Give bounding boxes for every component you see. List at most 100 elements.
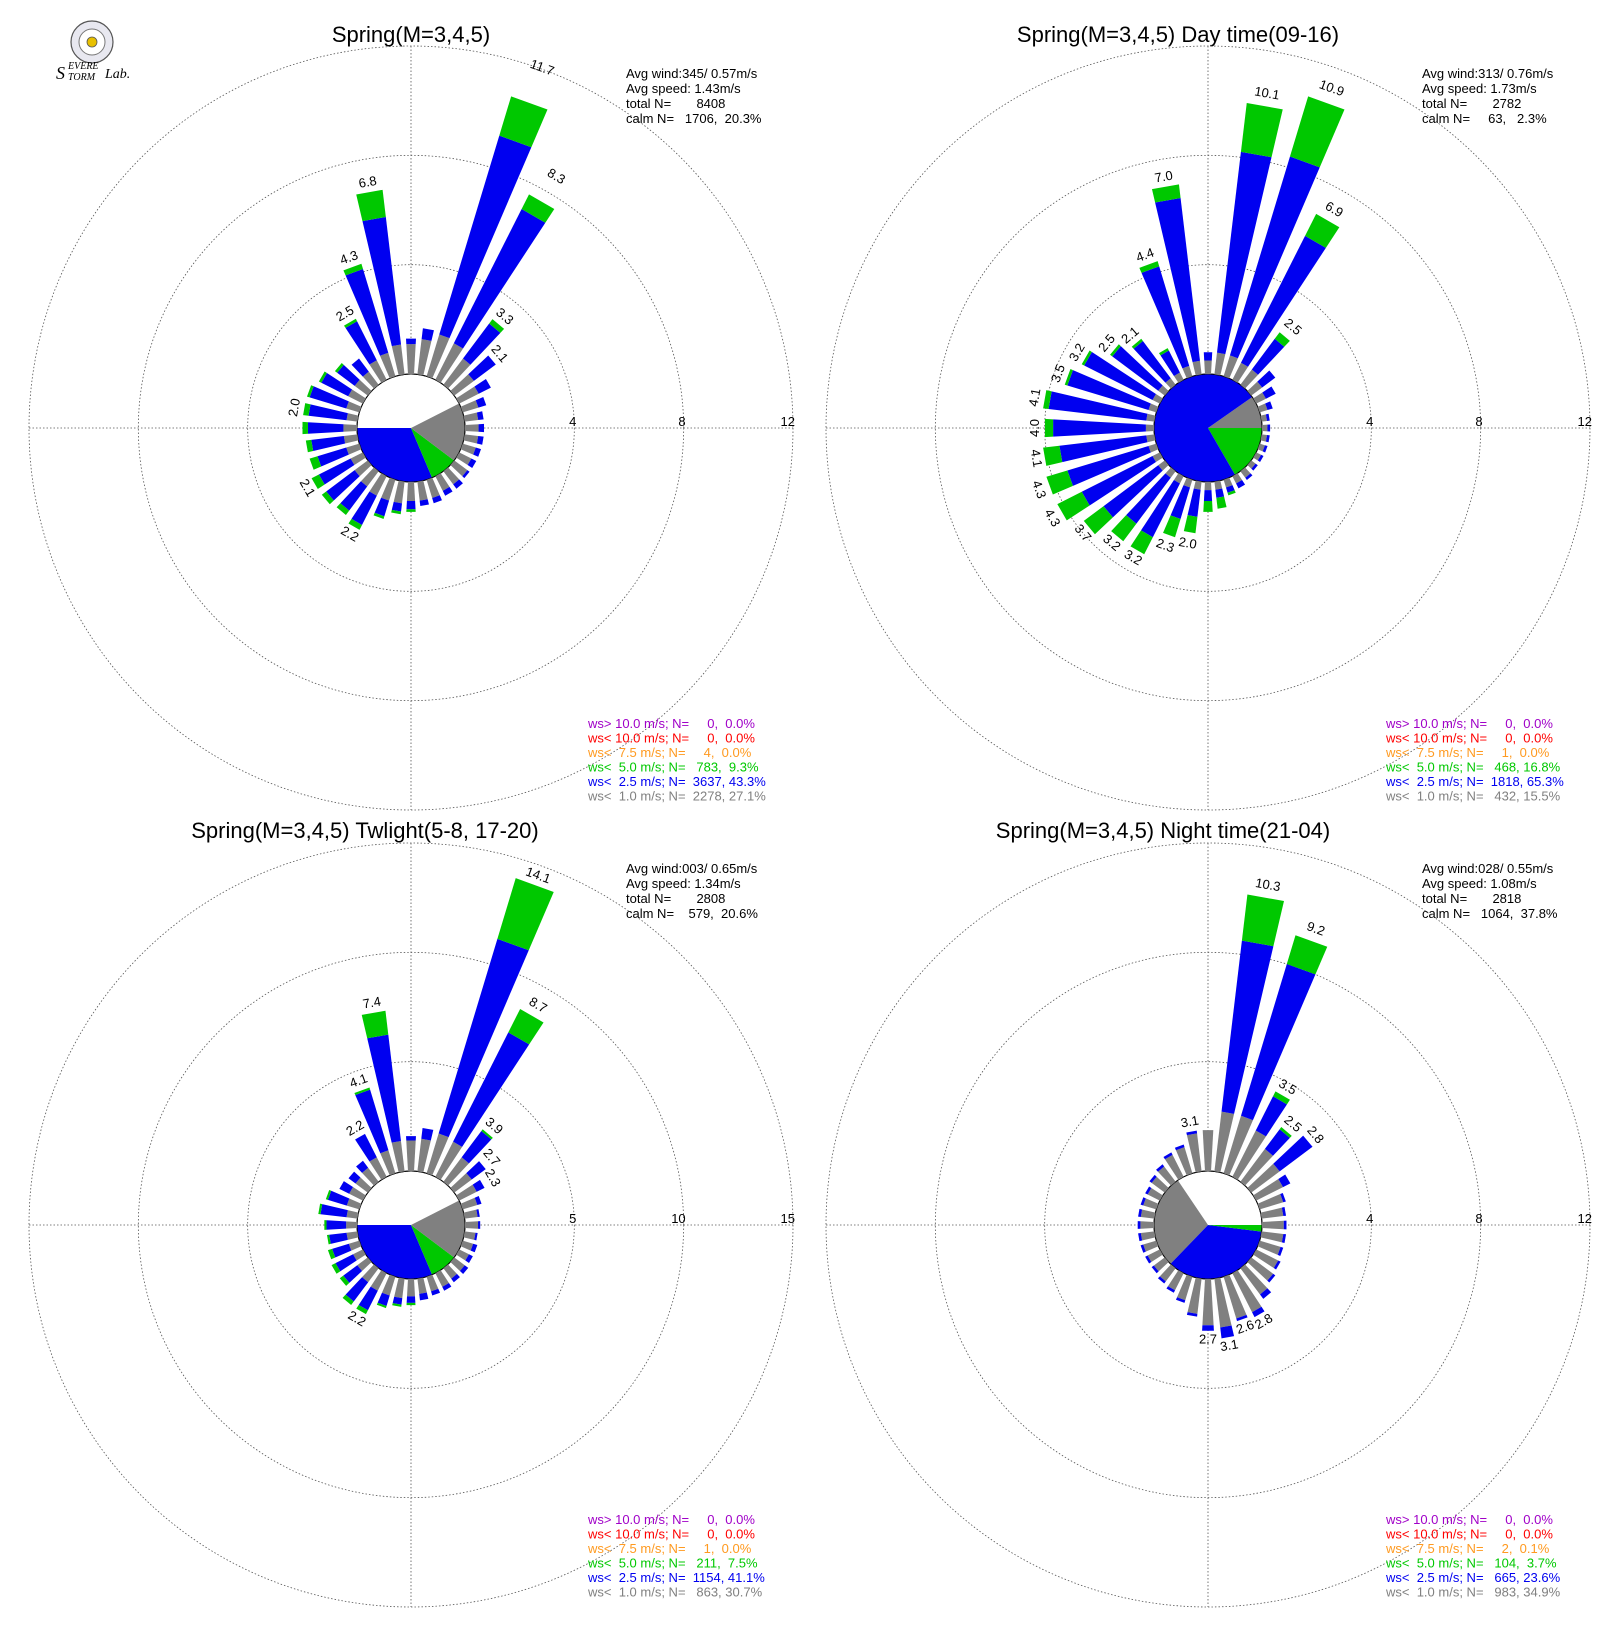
bar-segment [1174,1144,1185,1151]
avg-wind: Avg wind:028/ 0.55m/s [1422,861,1554,876]
legend-entry: ws< 5.0 m/s; N= 783, 9.3% [587,760,759,775]
bar-value-label: 4.1 [347,1070,369,1090]
calm-count: calm N= 579, 20.6% [626,906,758,921]
bar-segment [1223,1274,1247,1319]
bar-segment [1046,470,1073,495]
bar-segment [345,1277,369,1302]
bar-segment [1251,338,1285,375]
bar-segment [1273,1135,1313,1172]
bar-segment [474,378,491,394]
avg-speed: Avg speed: 1.43m/s [626,81,741,96]
bar-segment [1137,1221,1141,1229]
bar-segment [1138,1208,1143,1217]
bar-segment [1280,1192,1286,1203]
legend-entry: ws< 2.5 m/s; N= 1154, 41.1% [587,1570,765,1585]
legend-entry: ws< 10.0 m/s; N= 0, 0.0% [1385,731,1553,746]
bar-segment [1281,1207,1287,1217]
bar-segment [353,1249,366,1261]
bar-segment [443,358,471,389]
bar-segment [443,1264,457,1279]
bar-segment [1140,1197,1146,1206]
bar-segment [419,499,429,507]
bar-segment [1251,463,1258,471]
avg-speed: Avg speed: 1.34m/s [626,876,741,891]
bar-segment [417,1277,427,1294]
bar-segment [1186,1130,1198,1136]
bar-segment [1253,452,1262,461]
bar-segment [472,1179,485,1192]
bar-value-label: 4.3 [1042,506,1064,529]
bar-segment [1253,392,1266,404]
bar-segment [1170,485,1191,519]
bar-segment [1278,1174,1291,1188]
bar-segment [1247,460,1256,469]
bar-segment [349,1187,366,1201]
direction-bars [302,96,555,530]
bar-segment [1261,1220,1284,1230]
bar-segment [326,1234,331,1245]
bar-segment [1267,424,1271,432]
bar-segment [1241,894,1284,947]
bar-value-label: 7.0 [1153,168,1173,186]
calm-pie-slice [411,1200,466,1225]
bar-segment [466,1161,486,1180]
bar-segment [348,1240,362,1251]
bar-segment [1146,413,1156,422]
bar-value-label: 11.7 [528,56,556,78]
legend-entry: ws< 1.0 m/s; N= 863, 30.7% [587,1585,763,1600]
bar-segment [1236,480,1246,489]
bar-segment [346,1210,359,1219]
bar-segment [1286,935,1328,975]
calm-pie [1153,373,1263,483]
bar-segment [453,209,546,349]
bar-segment [1259,1288,1272,1299]
bar-segment [1214,1111,1235,1173]
bar-value-label: 2.5 [1281,315,1304,338]
legend-entry: ws< 1.0 m/s; N= 432, 15.5% [1385,789,1561,804]
bar-segment [1157,1166,1176,1186]
speed-legend: ws> 10.0 m/s; N= 0, 0.0%ws< 10.0 m/s; N=… [587,1512,765,1600]
bar-value-label: 3.1 [1180,1113,1200,1131]
bar-segment [1147,1187,1163,1201]
bar-segment [354,460,372,477]
bar-segment [321,491,334,505]
panel-title: Spring(M=3,4,5) Twlight(5-8, 17-20) [191,818,538,843]
bar-segment [376,1302,387,1309]
bar-segment [355,1089,389,1154]
total-count: total N= 2808 [626,891,725,906]
bar-segment [1240,369,1259,389]
bar-segment [362,371,379,389]
bar-segment [348,389,366,404]
bar-segment [391,501,403,512]
bar-segment [406,1140,416,1172]
bar-segment [1289,96,1345,168]
bar-segment [1220,1325,1235,1339]
ring-label: 12 [781,414,795,429]
bar-segment [453,1032,530,1147]
bar-segment [1152,393,1163,404]
bar-segment [426,334,450,379]
bar-segment [1305,213,1340,248]
bar-segment [1223,355,1238,379]
bar-segment [339,1275,350,1286]
bar-segment [1157,1276,1166,1284]
bar-segment [1257,454,1264,463]
logo-seal-center [86,36,98,48]
bar-segment [1225,485,1235,493]
bar-segment [1193,480,1202,490]
bar-segment [426,1274,439,1292]
bar-segment [1043,390,1052,409]
bar-segment [1223,477,1233,488]
wind-rose-panel-day-time: Spring(M=3,4,5) Day time(09-16) Avg wind… [825,22,1592,811]
bar-segment [499,96,548,148]
bar-segment [1240,235,1326,367]
avg-speed: Avg speed: 1.73m/s [1422,81,1537,96]
bar-segment [426,477,440,499]
bar-segment [453,479,463,489]
bar-segment [355,1177,372,1193]
bar-segment [1260,434,1268,442]
calm-pie-slice [411,428,455,478]
bar-segment [456,1184,477,1201]
bar-segment [309,386,349,409]
legend-entry: ws> 10.0 m/s; N= 0, 0.0% [587,716,755,731]
